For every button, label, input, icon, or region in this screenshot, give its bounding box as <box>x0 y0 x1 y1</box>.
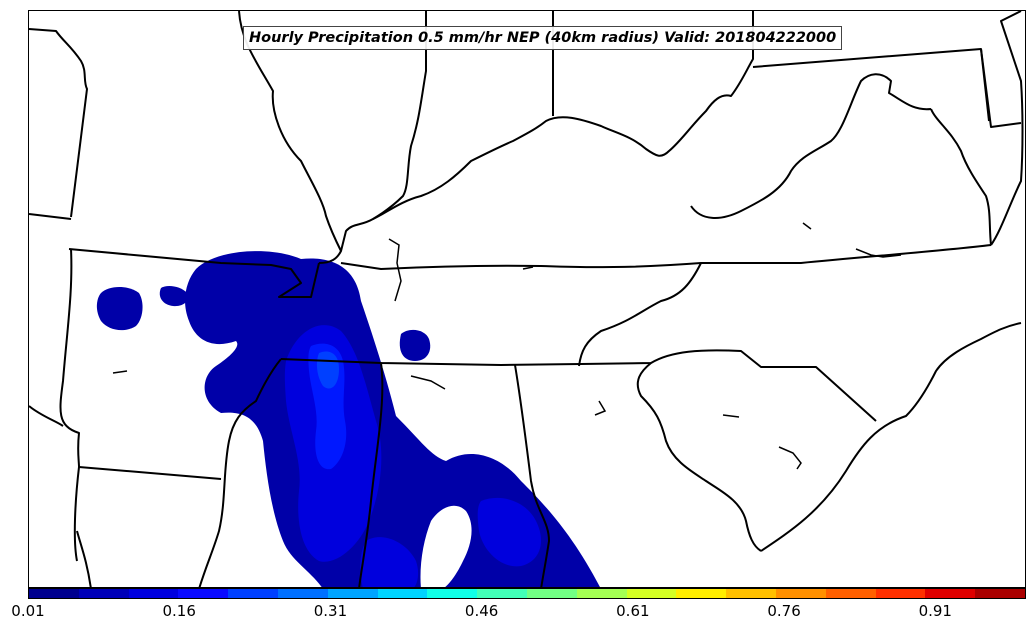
colorbar-tick-label: 0.31 <box>313 602 348 620</box>
colorbar-segment <box>477 589 527 598</box>
precip-blob-west <box>96 287 143 331</box>
border-mississippi-river-north <box>238 11 342 264</box>
colorbar-segment <box>626 589 677 598</box>
border-illinois-indiana <box>340 11 427 252</box>
map-canvas <box>29 11 1024 587</box>
lake-smith-mountain <box>802 222 812 230</box>
precipitation-field <box>96 251 600 587</box>
colorbar-segment <box>775 589 826 598</box>
coast-carolinas <box>760 322 1022 552</box>
colorbar-segment <box>975 589 1025 598</box>
colorbar-segment <box>526 589 577 598</box>
border-ohio-river <box>372 11 754 220</box>
lakes <box>112 222 902 470</box>
lake-marion <box>778 446 802 470</box>
lake-guntersville <box>410 375 446 390</box>
colorbar-segment <box>29 589 79 598</box>
precip-blob-gap-cut <box>420 505 472 587</box>
colorbar-segment <box>576 589 627 598</box>
border-delaware <box>980 48 990 122</box>
border-ky-tn <box>340 244 992 270</box>
colorbar-segment <box>875 589 926 598</box>
map-panel: Hourly Precipitation 0.5 mm/hr NEP (40km… <box>28 10 1026 588</box>
colorbar-segment <box>726 589 776 598</box>
border-texas-arkansas <box>59 248 80 562</box>
lake-kentucky <box>388 238 402 302</box>
precip-blob-mid-se <box>477 497 541 567</box>
lake-murray <box>722 414 740 418</box>
colorbar-segment <box>78 589 129 598</box>
colorbar <box>28 588 1026 599</box>
coast-chesapeake <box>990 11 1024 246</box>
colorbar-segment <box>925 589 976 598</box>
lake-kerr <box>855 248 902 258</box>
colorbar-segment <box>228 589 278 598</box>
precip-blob-small-arkansas <box>159 285 189 307</box>
colorbar-segment <box>178 589 229 598</box>
colorbar-tick-label: 0.46 <box>464 602 499 620</box>
colorbar-segment <box>128 589 179 598</box>
colorbar-tick-label: 0.91 <box>918 602 952 620</box>
state-boundaries <box>29 11 1024 587</box>
lake-hartwell <box>594 400 607 416</box>
colorbar-segment <box>825 589 876 598</box>
colorbar-segment <box>327 589 378 598</box>
border-ga-sc-river <box>636 362 762 552</box>
colorbar-segment <box>277 589 328 598</box>
border-oklahoma-west <box>29 405 64 427</box>
lake-arkansas-small <box>112 370 128 374</box>
border-mississippi-river-south <box>198 358 282 587</box>
map-title: Hourly Precipitation 0.5 mm/hr NEP (40km… <box>243 26 843 50</box>
border-va-md-potomac <box>930 108 992 246</box>
border-tn-ms-al-ga <box>280 349 877 422</box>
colorbar-tick-label: 0.76 <box>767 602 801 620</box>
border-va-nc <box>578 262 702 367</box>
colorbar-tick-label: 0.16 <box>162 602 196 620</box>
colorbar-segment <box>377 589 428 598</box>
border-al-ga <box>514 364 550 587</box>
colorbar-segment <box>676 589 727 598</box>
border-iowa-missouri <box>29 213 72 220</box>
border-missouri-arkansas <box>68 248 320 298</box>
border-pa-md <box>752 48 1022 128</box>
precip-blob-north-alabama <box>399 329 431 361</box>
border-arkansas-louisiana <box>78 466 222 480</box>
precip-blob-mid-sw <box>360 537 419 587</box>
border-wv-virginia <box>690 73 932 219</box>
lake-norris <box>522 266 534 270</box>
border-louisiana-gulf <box>76 530 92 587</box>
colorbar-tick-label: 0.61 <box>616 602 650 620</box>
colorbar-segment <box>427 589 478 598</box>
colorbar-tick-label: 0.01 <box>11 602 45 620</box>
border-missouri-east-river <box>29 28 88 218</box>
border-ms-al <box>358 362 384 587</box>
